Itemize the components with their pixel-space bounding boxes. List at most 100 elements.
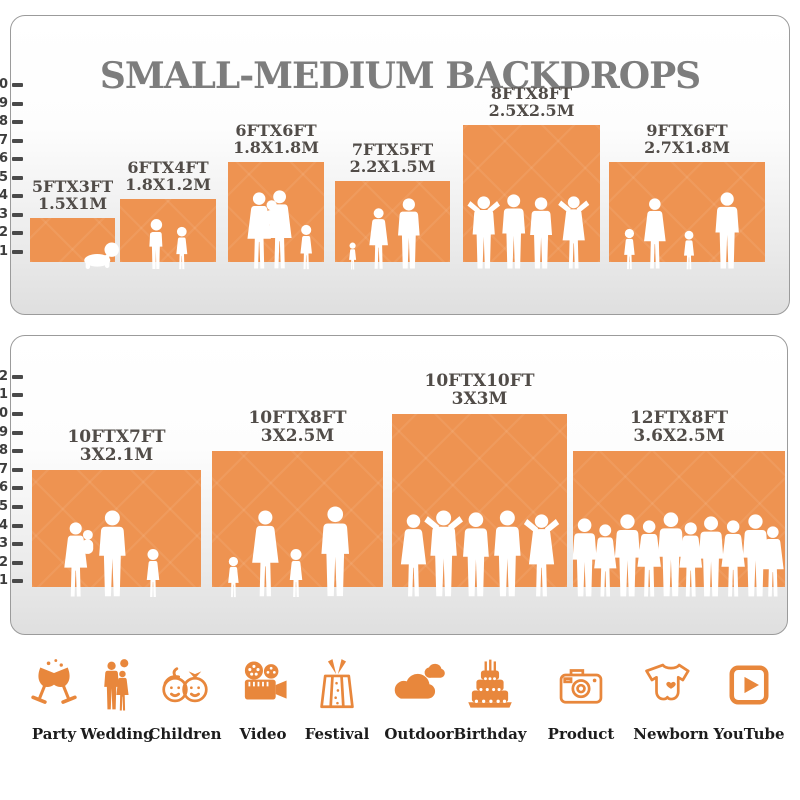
bar-size-label: 6FTX6FT 1.8X1.8M [233, 122, 319, 156]
bar-size-label: 10FTX10FT 3X3M [425, 372, 535, 408]
category-label: YouTube [713, 725, 785, 743]
festival-icon [320, 657, 354, 709]
backdrop-bar-7ftx5ft [335, 180, 450, 262]
bar-size-m: 1.8X1.2M [125, 175, 211, 194]
axis-tick-mark [12, 393, 23, 398]
category-label: Outdoor [384, 725, 454, 743]
girl-silhouette [228, 556, 239, 598]
axis-tick-mark [12, 157, 23, 161]
category-video: Video [219, 656, 307, 743]
axis-tick-mark [12, 175, 23, 180]
girl-silhouette [623, 228, 635, 270]
category-label: Wedding [80, 725, 154, 743]
bar-size-m: 1.5X1M [37, 193, 108, 213]
bar-size-m: 3X3M [451, 389, 508, 409]
bar-size-m: 3X2.1M [79, 444, 154, 465]
girl-silhouette [176, 226, 188, 270]
category-product: Product [537, 656, 625, 743]
bar-size-label: 10FTX7FT 3X2.1M [67, 428, 165, 464]
category-festival: Festival [293, 656, 381, 743]
axis-tick-label: 2 [0, 554, 8, 570]
video-icon [244, 661, 287, 700]
bar-size-m: 3.6X2.5M [633, 426, 725, 447]
bar-size-ft: 5FTX3FT [31, 176, 114, 196]
category-outdoor: Outdoor [375, 656, 463, 743]
man-silhouette [99, 510, 126, 597]
axis-tick-mark [12, 412, 23, 416]
category-label: Festival [304, 725, 370, 743]
woman-silhouette [644, 198, 666, 269]
girl-silhouette [348, 242, 356, 270]
category-wedding: Wedding [73, 656, 161, 743]
woman-up-silhouette [557, 196, 590, 269]
boy-silhouette [148, 219, 162, 269]
children-icon [162, 667, 208, 703]
girl-silhouette [300, 224, 312, 270]
category-label: Birthday [453, 725, 527, 743]
girl-silhouette [289, 549, 302, 597]
bar-size-m: 1.8X1.8M [233, 138, 319, 157]
axis-tick-label: 1 [0, 573, 8, 589]
axis-tick-mark [12, 120, 23, 124]
category-label: Children [148, 725, 222, 743]
axis-tick-mark [12, 138, 23, 143]
axis-tick-label: 8 [0, 114, 8, 129]
axis-tick-label: 5 [0, 169, 8, 185]
bar-size-m: 2.7X1.8M [644, 138, 730, 157]
category-party: Party [10, 656, 98, 743]
bar-size-m: 3X2.5M [260, 426, 335, 447]
category-children: Children [141, 656, 229, 743]
category-label: Video [239, 725, 287, 743]
axis-tick-mark [12, 467, 23, 472]
bar-size-label: 7FTX5FT 2.2X1.5M [350, 141, 436, 175]
bar-size-ft: 10FTX7FT [67, 426, 166, 447]
axis-tick-mark [12, 579, 23, 584]
axis-tick-label: 6 [0, 151, 8, 166]
axis-tick-label: 4 [0, 517, 8, 533]
axis-tick-label: 5 [0, 499, 8, 514]
man-silhouette [715, 192, 739, 269]
category-newborn: Newborn [627, 656, 715, 743]
bar-size-m: 2.5X2.5M [488, 101, 575, 120]
axis-tick-mark [12, 560, 23, 565]
woman-silhouette [762, 526, 784, 597]
axis-tick-label: 7 [0, 132, 8, 148]
outdoor-icon [394, 663, 445, 699]
axis-tick-mark [12, 374, 23, 379]
page-title: SMALL-MEDIUM BACKDROPS [99, 55, 701, 98]
axis-tick-label: 9 [0, 424, 8, 440]
category-label: Newborn [633, 725, 709, 743]
axis-tick-label: 7 [0, 461, 8, 477]
axis-tick-label: 10 [0, 77, 8, 92]
axis-tick-label: 9 [0, 95, 8, 111]
axis-tick-mark [12, 101, 23, 106]
category-label: Party [31, 725, 77, 743]
axis-tick-mark [12, 231, 23, 235]
woman-silhouette [267, 190, 292, 269]
axis-tick-label: 8 [0, 443, 8, 459]
bar-size-ft: 7FTX5FT [351, 139, 434, 159]
bar-size-m: 2.2X1.5M [349, 156, 436, 176]
axis-tick-label: 10 [0, 406, 8, 421]
bar-size-ft: 8FTX8FT [490, 84, 573, 103]
bar-size-label: 5FTX3FT 1.5X1M [32, 178, 113, 212]
axis-tick-mark [12, 212, 23, 217]
baby-silhouette [84, 242, 120, 270]
axis-tick-label: 11 [0, 387, 8, 403]
bar-size-ft: 6FTX4FT [127, 158, 209, 177]
bar-size-ft: 10FTX8FT [248, 408, 347, 429]
axis-tick-label: 1 [0, 243, 8, 259]
backdrop-bar-6ftx4ft [120, 199, 216, 262]
axis-tick-mark [12, 430, 23, 435]
youtube-icon [720, 656, 778, 714]
axis-tick-mark [12, 194, 23, 198]
man-silhouette [321, 506, 350, 597]
axis-tick-label: 12 [0, 368, 8, 384]
woman-up-silhouette [523, 514, 560, 597]
bar-size-ft: 6FTX6FT [235, 121, 317, 140]
girl-silhouette [146, 549, 159, 597]
newborn-icon [645, 663, 690, 701]
bar-size-label: 6FTX4FT 1.8X1.2M [125, 159, 211, 193]
product-icon [559, 669, 603, 704]
